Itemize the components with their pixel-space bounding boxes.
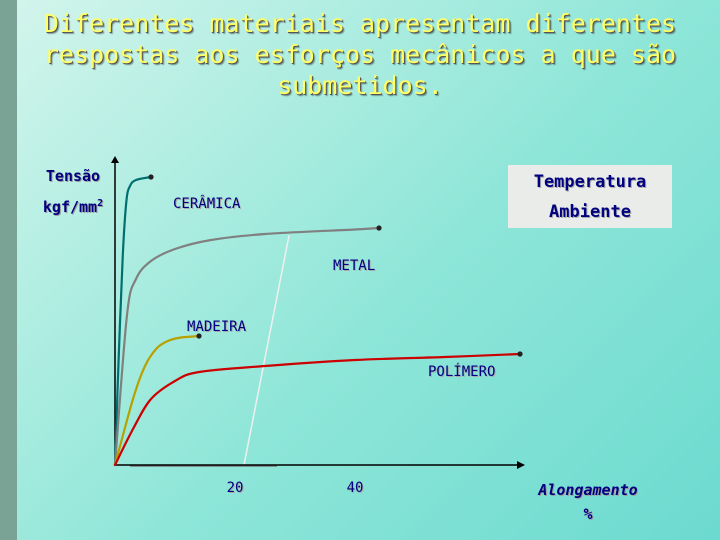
series-label-metal: METAL	[333, 258, 375, 274]
series-line-madeira	[113, 334, 201, 467]
y-axis-unit-base: kgf/mm	[42, 198, 98, 216]
y-axis-arrowhead	[111, 156, 119, 163]
temperature-label-line2: Ambiente	[549, 202, 631, 222]
x-axis-label: Alongamento %	[528, 478, 648, 526]
y-axis-unit-exponent: 2	[97, 198, 104, 209]
left-decorative-band	[0, 0, 17, 540]
series-line-ceramica	[113, 175, 153, 467]
series-end-point-madeira	[196, 333, 202, 339]
x-tick-label-40: 40	[347, 480, 364, 496]
series-line-polimero	[113, 352, 522, 467]
series-label-madeira: MADEIRA	[187, 319, 247, 335]
series-line-metal	[113, 226, 381, 467]
x-axis-label-quantity: Alongamento	[538, 481, 638, 499]
annotation-guide-line	[243, 235, 290, 466]
series-end-point-ceramica	[148, 174, 154, 180]
x-tick-label-20: 20	[227, 480, 244, 496]
series-label-ceramica: CERÂMICA	[173, 194, 241, 212]
y-axis-label: Tensão kgf/mm2	[28, 162, 118, 221]
temperature-label-box: Temperatura Ambiente	[508, 165, 672, 228]
series-label-polimero: POLÍMERO	[428, 363, 495, 380]
temperature-label-line1: Temperatura	[533, 172, 647, 192]
x-axis-label-unit: %	[583, 505, 593, 523]
y-axis-label-unit: kgf/mm2	[28, 190, 118, 221]
y-axis-label-quantity: Tensão	[45, 167, 101, 185]
x-axis-arrowhead	[517, 461, 525, 469]
series-end-point-metal	[376, 225, 382, 231]
series-end-point-polimero	[517, 351, 523, 357]
slide-title: Diferentes materiais apresentam diferent…	[43, 9, 677, 100]
